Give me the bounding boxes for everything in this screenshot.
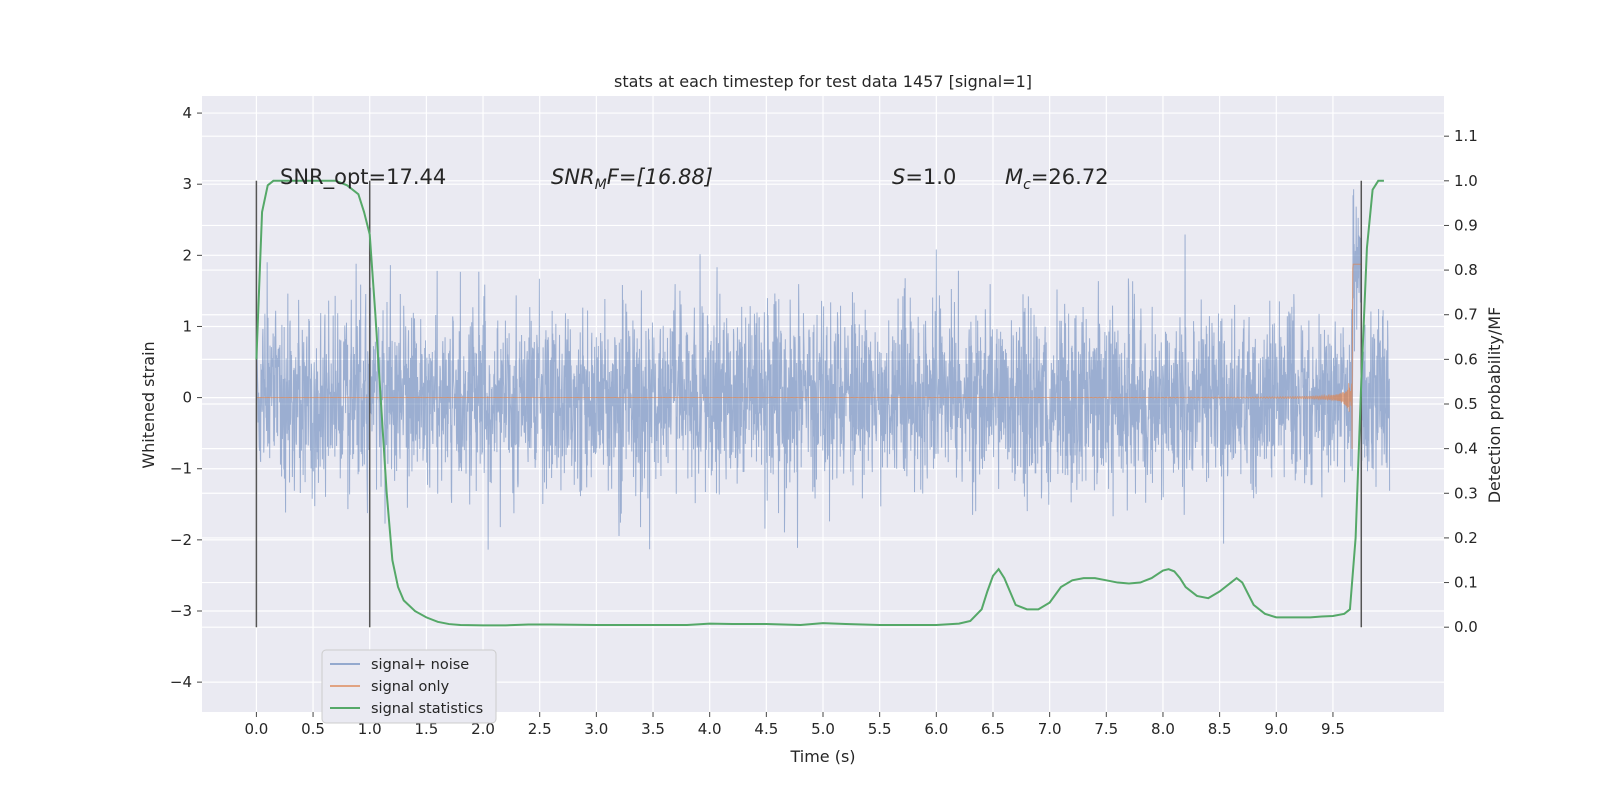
y-left-tick-label: 3 (182, 175, 192, 193)
y-right-tick-label: 0.4 (1454, 440, 1478, 458)
annotation-mc-value: =26.72 (1031, 165, 1109, 189)
x-tick-label: 6.0 (924, 720, 948, 738)
y-left-tick-label: −4 (170, 673, 192, 691)
legend: signal+ noise signal only signal statist… (321, 649, 497, 724)
x-axis-label: Time (s) (789, 747, 855, 766)
noise-trace (255, 189, 1391, 550)
x-tick-label: 4.5 (754, 720, 778, 738)
y-axis-label-left: Whitened strain (139, 341, 158, 468)
annotation-snr-mf: SNRMF=[16.88] (551, 165, 713, 193)
annotation-snr-mf-base: SNR (551, 165, 595, 189)
x-tick-label: 9.0 (1264, 720, 1288, 738)
x-tick-label: 1.5 (414, 720, 438, 738)
legend-label-stats: signal statistics (371, 701, 483, 717)
y-right-tick-label: 0.8 (1454, 261, 1478, 279)
annotation-mc-sub: c (1023, 177, 1031, 193)
noise-series (255, 189, 1391, 550)
y-right-tick-label: 0.5 (1454, 395, 1478, 413)
x-tick-label: 0.0 (244, 720, 268, 738)
annotation-s-label: S (892, 165, 905, 189)
annotation-s-value: =1.0 (905, 165, 956, 189)
y-left-tick-label: −2 (170, 531, 192, 549)
x-tick-label: 3.5 (641, 720, 665, 738)
signal-trace (256, 263, 1362, 449)
x-tick-label: 2.5 (528, 720, 552, 738)
y-right-tick-label: 0.3 (1454, 484, 1478, 502)
x-tick-label: 5.0 (811, 720, 835, 738)
x-tick-label: 6.5 (981, 720, 1005, 738)
annotation-snr-mf-sub: M (595, 177, 607, 193)
y-right-tick-label: 1.1 (1454, 127, 1478, 145)
x-tick-label: 5.5 (868, 720, 892, 738)
x-tick-label: 7.0 (1038, 720, 1062, 738)
x-tick-label: 2.0 (471, 720, 495, 738)
annotation-snr-opt: SNR_opt=17.44 (280, 165, 446, 190)
y-right-tick-label: 0.0 (1454, 618, 1478, 636)
y-left-tick-label: 4 (182, 104, 192, 122)
y-left-tick-label: 0 (182, 389, 192, 407)
statistics-line (255, 179, 1384, 627)
x-tick-label: 8.0 (1151, 720, 1175, 738)
annotation-mc-base: M (1005, 165, 1023, 189)
y-right-tick-label: 0.1 (1454, 574, 1478, 592)
y-left-tick-label: −3 (170, 602, 192, 620)
legend-label-signal: signal only (371, 679, 450, 695)
y-right-tick-label: 1.0 (1454, 172, 1478, 190)
x-tick-label: 8.5 (1208, 720, 1232, 738)
y-left-tick-label: 2 (182, 246, 192, 264)
signal-series (256, 263, 1362, 449)
x-tick-label: 1.0 (358, 720, 382, 738)
annotation-mc: Mc=26.72 (1005, 165, 1109, 193)
x-tick-label: 7.5 (1094, 720, 1118, 738)
y-left-tick-label: −1 (170, 460, 192, 478)
x-tick-label: 9.5 (1321, 720, 1345, 738)
x-tick-label: 3.0 (584, 720, 608, 738)
y-right-tick-label: 0.9 (1454, 216, 1478, 234)
y-right-tick-label: 0.7 (1454, 306, 1478, 324)
statistics-series (255, 179, 1384, 627)
axis-ticks: 0.0 0.5 1.0 1.5 2.0 2.5 3.0 3.5 4.0 4.5 5.0 5.5 6.0 6… (170, 104, 1478, 738)
y-axis-label-right: Detection probability/MF (1485, 307, 1504, 504)
x-tick-label: 0.5 (301, 720, 325, 738)
x-tick-label: 4.0 (698, 720, 722, 738)
annotation-snr-mf-tail: F=[16.88] (607, 165, 713, 189)
chart-title: stats at each timestep for test data 145… (614, 72, 1032, 91)
y-left-tick-label: 1 (182, 317, 192, 335)
legend-box (321, 649, 497, 724)
y-right-tick-label: 0.2 (1454, 529, 1478, 547)
y-right-tick-label: 0.6 (1454, 350, 1478, 368)
annotation-s: S=1.0 (892, 165, 956, 189)
legend-label-noise: signal+ noise (371, 657, 469, 673)
